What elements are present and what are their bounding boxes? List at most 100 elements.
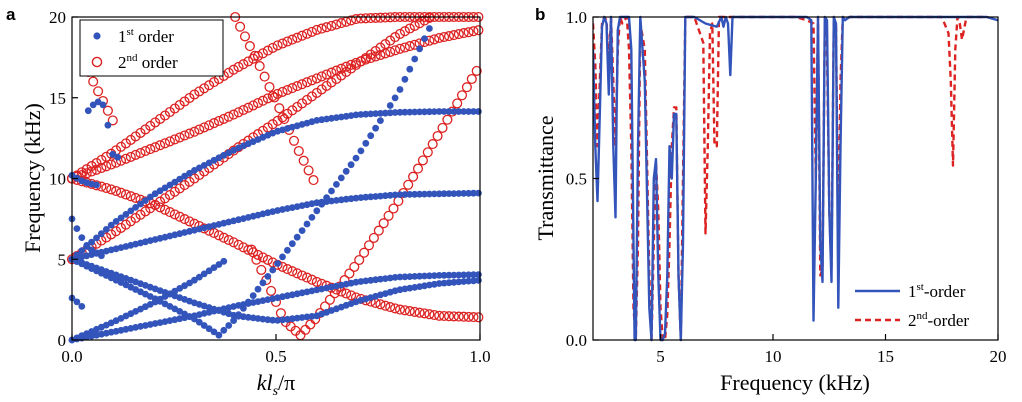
second-order-marker (88, 76, 99, 87)
first-order-marker (455, 278, 463, 286)
second-order-marker (417, 155, 428, 166)
panel-b-xtick-label: 20 (990, 347, 1007, 366)
second-order-marker (228, 109, 239, 120)
second-order-marker (453, 29, 464, 40)
first-order-marker (416, 45, 423, 53)
second-order-marker (267, 91, 278, 102)
first-order-marker (377, 117, 384, 124)
second-order-marker (473, 312, 484, 323)
first-order-marker (171, 178, 179, 186)
second-order-marker (331, 65, 342, 76)
second-order-marker (223, 67, 234, 78)
second-order-marker (111, 185, 122, 197)
panel-b: b 5 10 15 20 0.0 0.5 1.0 Transmittance Frequen… (533, 5, 1007, 395)
panel-b-ylabel: Transmittance (533, 115, 558, 240)
panel-a-ytick-label: 5 (58, 250, 67, 269)
second-order-marker (120, 189, 131, 200)
second-order-marker (238, 104, 249, 116)
second-order-marker (223, 234, 234, 246)
second-order-marker (204, 80, 215, 91)
second-order-marker (213, 115, 224, 127)
second-order-marker (468, 26, 479, 37)
first-order-marker (264, 316, 272, 324)
second-order-marker (262, 45, 273, 56)
first-order-marker (342, 195, 350, 203)
second-order-marker (189, 126, 200, 137)
panel-b-ytick-label: 0.0 (566, 331, 587, 350)
first-order-marker (117, 214, 125, 222)
first-order-marker (435, 272, 443, 279)
second-order-marker (305, 319, 316, 330)
second-order-marker (233, 107, 244, 118)
second-order-marker (272, 40, 283, 51)
second-order-marker (321, 22, 332, 33)
second-order-marker (262, 93, 273, 104)
second-order-marker (380, 300, 391, 311)
first-order-marker (161, 184, 169, 192)
first-order-marker (455, 271, 463, 279)
second-order-marker (184, 128, 195, 139)
first-order-marker (78, 247, 86, 255)
second-order-marker (238, 59, 249, 70)
first-order-marker (367, 110, 375, 118)
first-order-marker (435, 280, 443, 287)
second-order-marker (448, 311, 459, 322)
legend-marker-1st-order (93, 32, 101, 40)
first-order-marker (288, 240, 296, 248)
second-order-marker (311, 24, 322, 35)
first-order-marker (362, 193, 370, 201)
panel-a-ytick-label: 15 (49, 89, 66, 108)
first-order-marker (416, 272, 423, 280)
second-order-marker (189, 89, 200, 100)
second-order-marker (442, 114, 453, 125)
panel-a-markers (66, 11, 484, 344)
second-order-marker (275, 308, 286, 319)
first-order-marker (426, 25, 433, 32)
second-order-marker (204, 120, 215, 131)
first-order-marker (102, 226, 110, 233)
second-order-marker (456, 90, 468, 101)
first-order-marker (367, 132, 375, 140)
first-order-marker (127, 207, 135, 215)
first-order-marker (323, 194, 330, 202)
first-order-marker (440, 190, 448, 198)
second-order-marker (466, 73, 477, 85)
second-order-marker (246, 244, 257, 255)
first-order-marker (284, 246, 291, 254)
first-order-marker (73, 298, 81, 306)
panel-b-xtick-label: 5 (656, 347, 665, 366)
panel-a-xlabel-main: kl (257, 370, 273, 395)
second-order-marker (453, 311, 464, 322)
first-order-marker (460, 271, 468, 279)
second-order-marker (370, 12, 381, 23)
first-order-marker (445, 279, 453, 287)
first-order-marker (377, 110, 384, 117)
panel-b-letter: b (535, 5, 545, 24)
second-order-marker (463, 311, 474, 322)
second-order-marker (375, 12, 386, 23)
second-order-marker (252, 249, 264, 260)
second-order-marker (277, 86, 288, 97)
panel-b-xtick-label: 10 (765, 347, 782, 366)
second-order-marker (269, 92, 280, 103)
second-order-marker (316, 23, 327, 34)
second-order-marker (274, 103, 285, 114)
second-order-marker (228, 237, 239, 248)
second-order-marker (306, 274, 317, 285)
second-order-marker (424, 309, 435, 320)
second-order-marker (164, 207, 175, 218)
second-order-marker (282, 84, 293, 96)
first-order-marker (240, 304, 247, 312)
first-order-marker (107, 221, 115, 229)
first-order-marker (78, 234, 86, 242)
first-order-marker (244, 298, 252, 306)
first-order-marker (421, 190, 428, 198)
first-order-marker (416, 190, 423, 198)
first-order-marker (78, 303, 86, 310)
second-order-marker (120, 153, 131, 164)
second-order-marker (331, 19, 342, 30)
second-order-marker (306, 26, 317, 37)
second-order-marker (194, 124, 205, 135)
first-order-marker (215, 331, 223, 339)
panel-a-ytick-label: 20 (49, 8, 66, 27)
